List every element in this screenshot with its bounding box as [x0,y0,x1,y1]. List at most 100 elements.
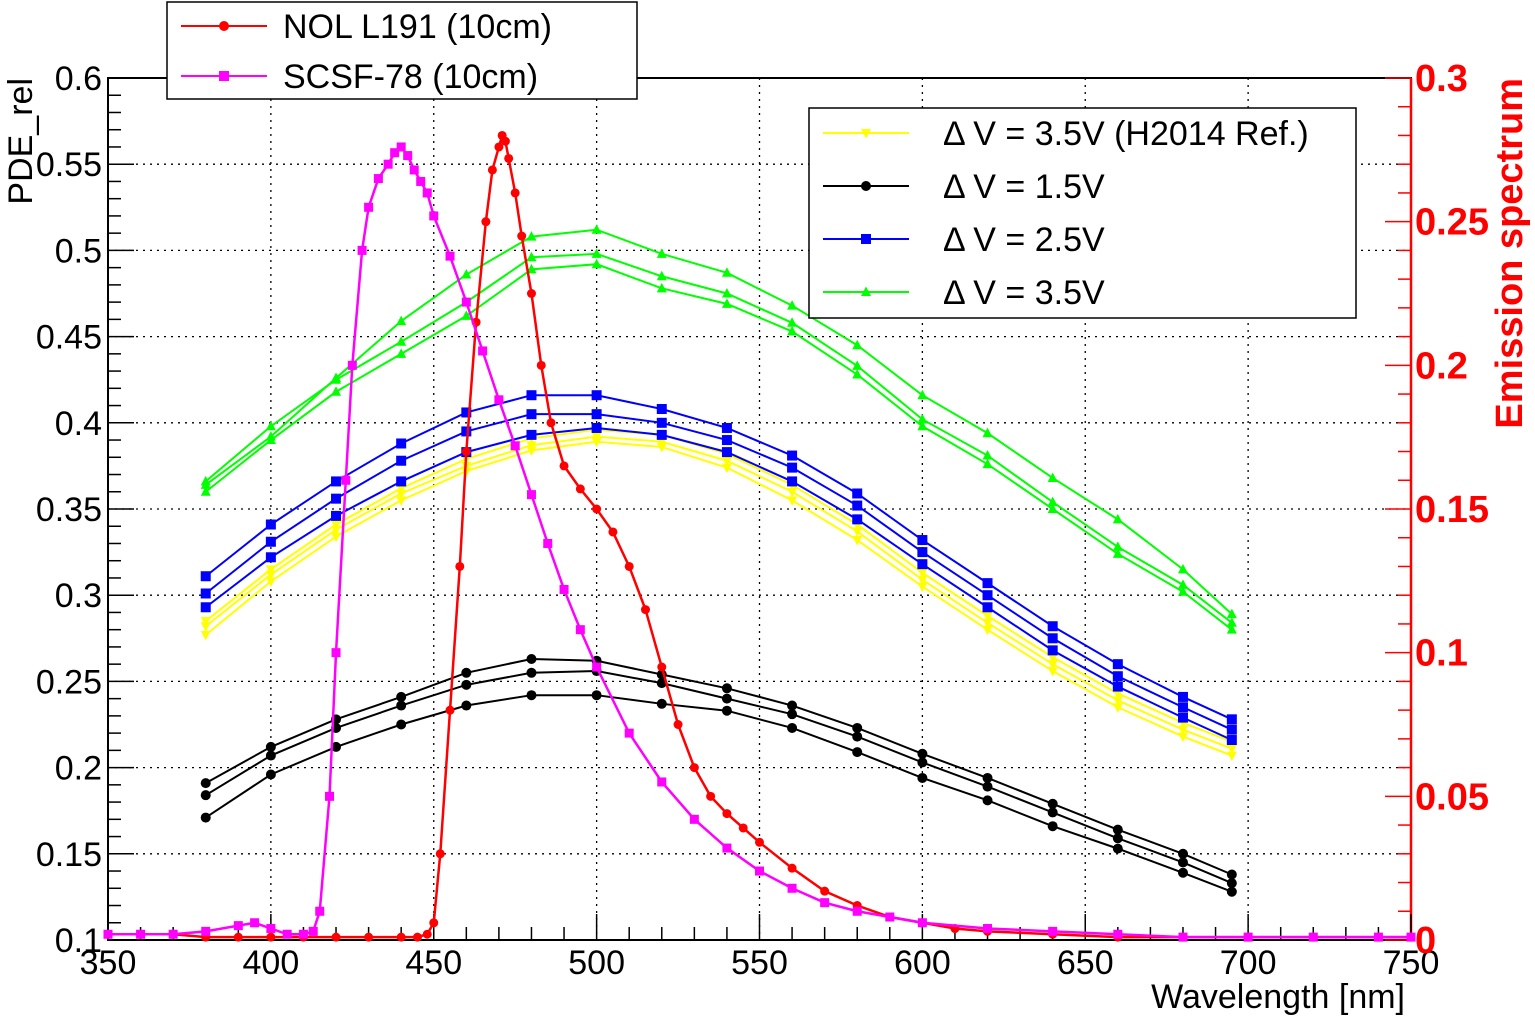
pde-point-yellow [200,630,211,641]
pde-point-green [721,288,732,298]
pde-point-green [591,224,602,234]
emission-point-1 [526,490,536,500]
pde-point-yellow [265,577,276,587]
emission-point-0 [755,837,764,847]
pde-point-green [721,298,732,308]
pde-line-black-0 [205,694,1233,893]
pde-point-black [852,722,863,733]
pde-point-green [982,450,993,460]
emission-point-0 [689,763,699,773]
pde-point-blue [265,519,276,530]
pde-point-green [526,263,537,274]
pde-point-blue [1047,621,1058,632]
emission-point-0 [233,932,243,942]
pde-point-blue [656,429,667,440]
pde-point-yellow [331,532,342,543]
y2-tick-label: 0.3 [1415,58,1468,100]
pde-point-yellow [721,463,732,474]
pde-point-green [265,420,276,431]
pde-point-green [656,248,667,258]
emission-point-1 [983,924,993,934]
emission-point-1 [250,918,260,928]
emission-point-1 [422,188,432,198]
legend-label: Δ V = 2.5V [943,221,1105,259]
legend-label: NOL L191 (10cm) [283,8,552,46]
emission-point-0 [435,849,445,859]
series [103,130,1416,942]
emission-point-0 [673,720,683,729]
emission-point-1 [298,929,308,939]
pde-point-green [526,251,537,262]
pde-point-black [1112,843,1123,854]
pde-point-green [917,420,928,431]
emission-point-1 [390,148,400,158]
emission-point-1 [396,142,406,152]
emission-point-1 [917,918,927,928]
pde-point-blue [591,390,602,401]
pde-point-black [1177,848,1188,859]
pde-point-black [1112,824,1123,835]
pde-point-blue [526,429,537,440]
pde-point-blue [1112,681,1123,692]
pde-point-black [852,731,863,742]
pde-line-black-1 [205,670,1233,885]
emission-point-0 [266,932,276,942]
emission-point-1 [445,251,455,261]
emission-point-0 [331,932,341,942]
y2-tick-label: 0 [1415,920,1436,962]
pde-point-black [591,690,602,701]
emission-point-0 [494,142,504,152]
emission-point-0 [559,461,569,471]
pde-point-green [396,348,407,358]
pde-point-blue [656,404,667,415]
pde-point-black [331,741,342,752]
pde-point-blue [200,602,211,613]
pde-point-blue [982,590,993,601]
pde-line-yellow-2 [205,428,1233,743]
emission-point-1 [357,245,367,255]
y2-tick-label: 0.15 [1415,489,1489,531]
pde-point-black [982,772,993,783]
pde-line-green-0 [205,263,1233,631]
emission-point-0 [445,705,455,715]
pde-point-black [200,778,211,789]
emission-point-0 [504,153,514,163]
pde-point-yellow [1112,689,1123,699]
pde-point-yellow [1047,667,1058,677]
emission-point-1 [403,151,413,161]
emission-point-1 [364,202,374,212]
pde-point-green [721,267,732,277]
emission-series-1 [103,142,1416,942]
pde-point-black [1047,821,1058,832]
pde-point-black [461,667,472,678]
pde-point-yellow [265,565,276,575]
pde-point-yellow [1047,653,1058,663]
pde-point-blue [331,493,342,504]
emission-point-0 [364,932,374,942]
pde-point-blue [1047,645,1058,656]
emission-point-1 [689,814,699,824]
pde-point-black [1047,798,1058,809]
pde-point-yellow [331,525,342,536]
emission-point-0 [500,136,510,146]
pde-point-green [1047,496,1058,507]
pde-point-blue [200,588,211,599]
emission-point-1 [341,475,351,485]
pde-point-blue [1226,714,1237,725]
emission-point-1 [624,728,634,738]
y2-tick-label: 0.2 [1415,345,1468,387]
x-tick-label: 400 [243,944,300,982]
emission-point-0 [517,231,527,241]
emission-point-0 [575,484,585,494]
y-tick-label: 0.6 [55,60,102,98]
emission-point-1 [1406,932,1416,942]
pde-point-green [200,479,211,489]
pde-point-black [1177,857,1188,868]
pde-point-blue [396,455,407,466]
pde-point-blue [331,476,342,487]
emission-point-0 [722,809,732,819]
pde-point-blue [1177,691,1188,702]
pde-group-blue [200,390,1237,746]
pde-point-yellow [1112,696,1123,706]
